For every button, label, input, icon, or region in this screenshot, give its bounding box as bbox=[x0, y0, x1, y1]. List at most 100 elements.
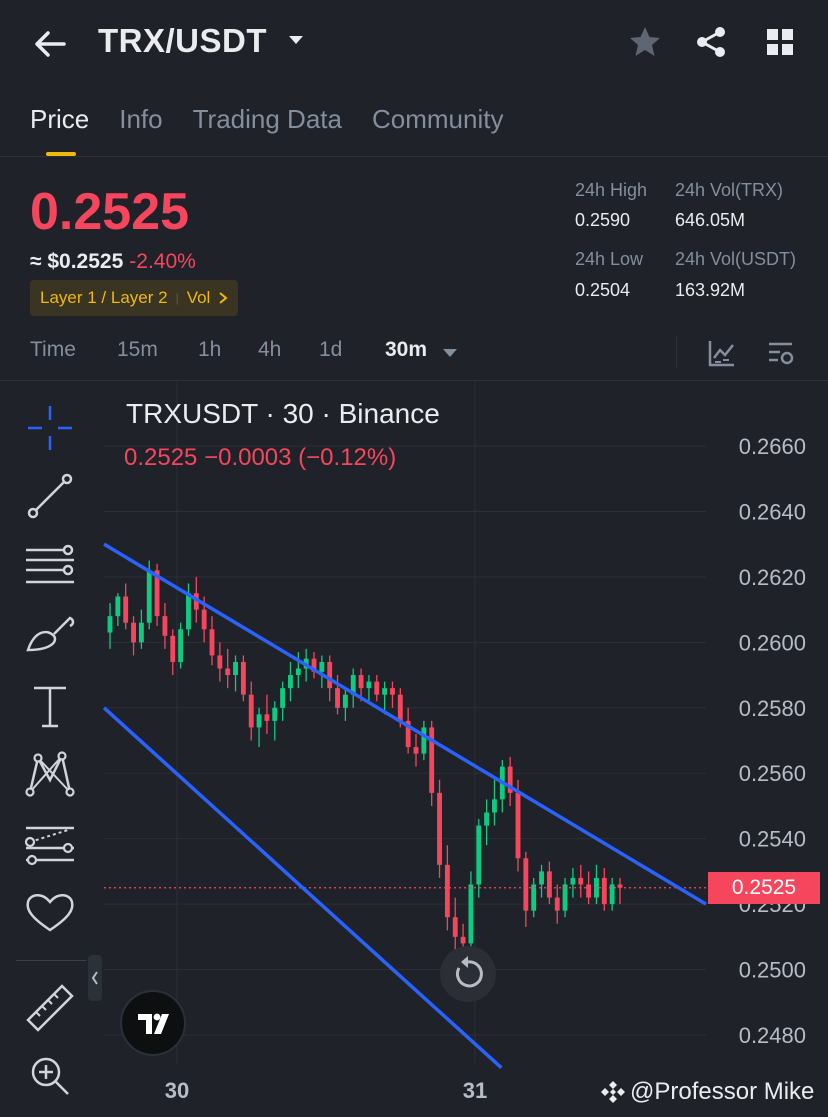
interval-30m[interactable]: 30m bbox=[385, 338, 428, 361]
vol-quote-value: 163.92M bbox=[675, 280, 746, 300]
candle-body bbox=[617, 884, 623, 888]
candle-body bbox=[390, 688, 395, 695]
candle-body bbox=[280, 688, 286, 708]
brush-icon[interactable] bbox=[24, 608, 76, 660]
candle-body bbox=[609, 884, 615, 905]
candle-body bbox=[484, 812, 490, 826]
candle-body bbox=[248, 694, 254, 728]
chart-settings-icon[interactable] bbox=[766, 338, 796, 368]
candle-body bbox=[476, 825, 482, 885]
candle-body bbox=[146, 570, 152, 623]
candle-body bbox=[594, 877, 599, 898]
vol-base-value: 646.05M bbox=[675, 210, 746, 230]
usd-price: ≈ $0.2525 -2.40% bbox=[30, 250, 196, 274]
candle-body bbox=[115, 596, 121, 617]
x-tick-label: 30 bbox=[165, 1078, 189, 1103]
chevron-left-icon bbox=[91, 971, 98, 985]
tag-vol: Vol bbox=[186, 288, 211, 307]
last-price-tag: 0.2525 bbox=[708, 872, 820, 904]
favorite-icon[interactable] bbox=[24, 886, 76, 938]
toolbar-collapse-button[interactable] bbox=[88, 955, 102, 1001]
category-tag[interactable]: Layer 1 / Layer 2 | Vol bbox=[30, 280, 239, 316]
trend-line-icon[interactable] bbox=[24, 470, 76, 522]
back-arrow-icon[interactable] bbox=[30, 24, 70, 64]
candle-body bbox=[539, 871, 544, 885]
interval-15m[interactable]: 15m bbox=[117, 338, 158, 361]
divider bbox=[16, 960, 86, 961]
chart-ohlc-readout: 0.2525 −0.0003 (−0.12%) bbox=[124, 444, 397, 471]
candle-body bbox=[397, 694, 403, 721]
candle-body bbox=[186, 593, 191, 630]
interval-4h[interactable]: 4h bbox=[258, 338, 282, 361]
interval-1h[interactable]: 1h bbox=[198, 338, 222, 361]
text-icon[interactable] bbox=[24, 680, 76, 732]
candle-body bbox=[374, 681, 380, 695]
price-chart[interactable]: 0.2660 0.2640 0.2620 0.2600 0.2580 0.2560 0.25… bbox=[100, 381, 828, 1117]
caret-down-icon[interactable] bbox=[288, 34, 304, 46]
interval-time[interactable]: Time bbox=[30, 338, 76, 361]
pattern-icon[interactable] bbox=[24, 748, 76, 800]
y-tick-label: 0.2560 bbox=[739, 761, 806, 786]
divider bbox=[0, 156, 828, 157]
caret-down-icon[interactable] bbox=[442, 348, 458, 358]
vol-quote-label: 24h Vol(USDT) bbox=[675, 249, 797, 269]
tab-community[interactable]: Community bbox=[371, 104, 504, 134]
share-icon[interactable] bbox=[693, 24, 729, 60]
interval-bar: Time 15m 1h 4h 1d 30m bbox=[30, 338, 427, 362]
y-tick-label: 0.2500 bbox=[739, 958, 806, 983]
candle-body bbox=[193, 593, 199, 610]
candle-body bbox=[288, 675, 293, 689]
tradingview-logo bbox=[120, 990, 186, 1056]
candle-body bbox=[570, 877, 576, 885]
tab-price[interactable]: Price bbox=[30, 104, 89, 156]
candle-body bbox=[358, 675, 364, 689]
candle-body bbox=[601, 877, 607, 905]
grid-icon[interactable] bbox=[762, 24, 798, 60]
interval-1d[interactable]: 1d bbox=[319, 338, 343, 361]
horizontal-lines-icon[interactable] bbox=[24, 540, 76, 592]
vol-base-label: 24h Vol(TRX) bbox=[675, 180, 784, 200]
low-value: 0.2504 bbox=[575, 280, 631, 300]
candle-body bbox=[562, 884, 568, 911]
low-label: 24h Low bbox=[575, 249, 644, 269]
indicators-icon[interactable] bbox=[707, 338, 737, 368]
ruler-icon[interactable] bbox=[24, 982, 76, 1034]
reset-chart-button[interactable] bbox=[440, 946, 496, 1002]
candle-body bbox=[350, 675, 356, 695]
zoom-in-icon[interactable] bbox=[24, 1050, 76, 1102]
reset-icon bbox=[455, 956, 483, 988]
tab-info[interactable]: Info bbox=[119, 104, 163, 134]
candle-body bbox=[531, 884, 537, 911]
last-price: 0.2525 bbox=[30, 183, 190, 241]
candle-body bbox=[272, 707, 278, 721]
candle-body bbox=[382, 688, 388, 695]
candle-body bbox=[452, 917, 458, 937]
channel-upper-line bbox=[103, 542, 707, 906]
x-tick-label: 31 bbox=[463, 1078, 487, 1103]
y-tick-label: 0.2660 bbox=[739, 434, 806, 459]
candle-body bbox=[209, 629, 215, 656]
tag-category: Layer 1 / Layer 2 bbox=[40, 288, 168, 307]
top-bar: TRX/USDT bbox=[0, 0, 828, 88]
chevron-right-icon bbox=[219, 292, 228, 304]
pair-title[interactable]: TRX/USDT bbox=[98, 22, 267, 59]
usd-price-value: ≈ $0.2525 bbox=[30, 250, 124, 273]
candle-body bbox=[170, 635, 176, 662]
candle-body bbox=[515, 792, 521, 859]
divider bbox=[676, 336, 677, 368]
y-tick-label: 0.2620 bbox=[739, 565, 806, 590]
chart-title: TRXUSDT · 30 · Binance bbox=[126, 398, 440, 429]
fib-icon[interactable] bbox=[24, 818, 76, 870]
candle-body bbox=[178, 629, 184, 662]
candle-body bbox=[225, 668, 231, 676]
high-value: 0.2590 bbox=[575, 210, 631, 230]
candle-body bbox=[444, 864, 450, 918]
watermark-text: @Professor Mike bbox=[630, 1078, 815, 1105]
candle-body bbox=[327, 661, 333, 689]
y-tick-label: 0.2600 bbox=[739, 630, 806, 655]
candle-body bbox=[546, 871, 552, 898]
candle-body bbox=[107, 616, 113, 633]
star-icon[interactable] bbox=[627, 24, 663, 60]
tab-trading-data[interactable]: Trading Data bbox=[192, 104, 342, 134]
crosshair-icon[interactable] bbox=[24, 402, 76, 454]
